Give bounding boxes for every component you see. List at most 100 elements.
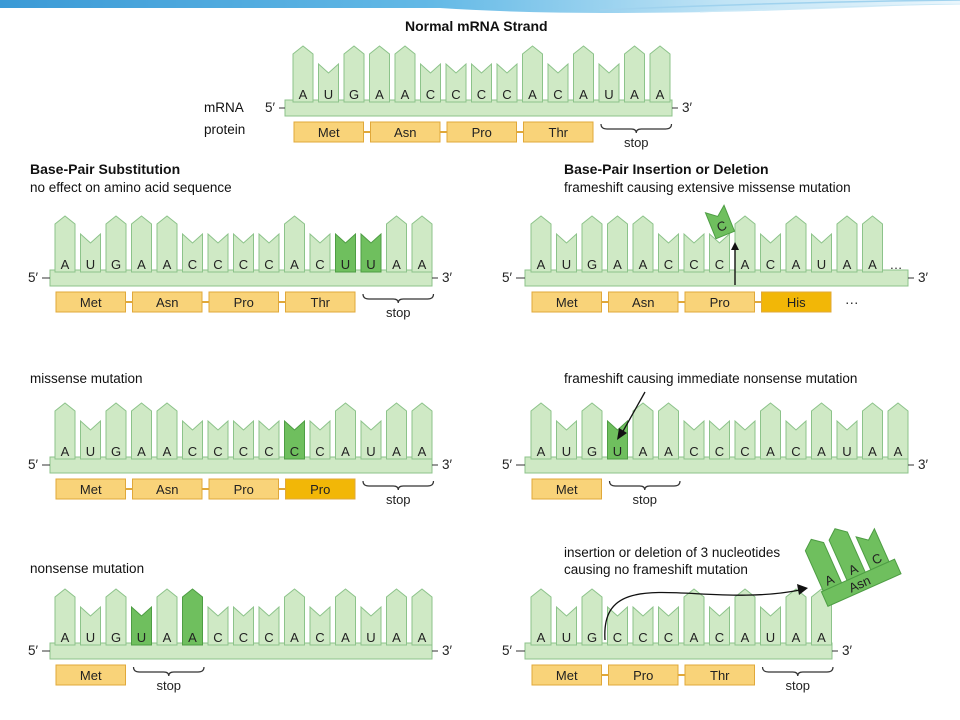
- missense-base-9: [284, 419, 305, 460]
- silent-base-2-letter: G: [111, 257, 121, 272]
- frameshift-missense-base-11: [811, 232, 832, 273]
- normal-base-11-letter: A: [579, 87, 588, 102]
- silent-five-prime: 5′: [28, 270, 39, 285]
- missense-base-13-letter: A: [392, 444, 401, 459]
- nonsense-base-11-letter: A: [341, 630, 350, 645]
- frameshift-missense-base-4: [632, 215, 654, 273]
- frameshift-missense-base-1: [556, 232, 577, 273]
- missense-codon-0-label: Met: [80, 482, 102, 497]
- frameshift-nonsense-base-11-letter: A: [817, 444, 826, 459]
- no-frameshift-base-7-letter: C: [715, 630, 724, 645]
- no-frameshift-caption-2: causing no frameshift mutation: [564, 562, 748, 577]
- no-frameshift-base-2-letter: G: [587, 630, 597, 645]
- silent-base-0: [54, 215, 76, 273]
- frameshift-missense-base-3: [607, 215, 628, 273]
- normal-base-14: [649, 45, 671, 103]
- nonsense-pointer-line: [621, 391, 646, 434]
- normal-base-7-letter: C: [477, 87, 486, 102]
- nonsense-base-4: [156, 588, 178, 646]
- nonsense-base-0: [54, 588, 76, 646]
- normal-base-12: [598, 62, 620, 103]
- frameshift-nonsense-base-4: [632, 402, 654, 460]
- frameshift-nonsense-base-12: [836, 419, 858, 460]
- nonsense-base-9-letter: A: [290, 630, 299, 645]
- no-frameshift-three-prime: 3′: [842, 643, 853, 658]
- normal-base-2-letter: G: [349, 87, 359, 102]
- frameshift-missense-base-8: [734, 215, 756, 273]
- frameshift-missense-three-prime: 3′: [918, 270, 929, 285]
- normal-base-13-letter: A: [630, 87, 639, 102]
- missense-caption: missense mutation: [30, 371, 143, 386]
- no-frameshift-base-4-letter: C: [638, 630, 647, 645]
- frameshift-missense-base-1-letter: U: [562, 257, 571, 272]
- normal-base-6: [445, 62, 467, 103]
- silent-base-11-letter: U: [341, 257, 350, 272]
- no-frameshift-base-4: [632, 605, 654, 646]
- missense-base-14: [411, 402, 433, 460]
- normal-base-9: [522, 45, 543, 103]
- frameshift-nonsense-base-2-letter: G: [587, 444, 597, 459]
- missense-base-2-letter: G: [111, 444, 121, 459]
- silent-codon-3: [285, 291, 356, 313]
- normal-codon-3-label: Thr: [549, 125, 569, 140]
- frameshift-nonsense-base-13-letter: A: [868, 444, 877, 459]
- silent-base-13: [386, 215, 407, 273]
- normal-base-8-letter: C: [502, 87, 511, 102]
- silent-base-9-letter: A: [290, 257, 299, 272]
- missense-base-0-letter: A: [61, 444, 70, 459]
- missense-codon-1-label: Asn: [156, 482, 178, 497]
- no-frameshift-caption-1: insertion or deletion of 3 nucleotides: [564, 545, 781, 560]
- normal-base-1: [318, 62, 339, 103]
- inserted-base: C: [704, 204, 736, 240]
- missense-base-12: [360, 419, 382, 460]
- missense-base-11: [335, 402, 356, 460]
- frameshift-missense-ellipsis: …: [890, 257, 903, 272]
- no-frameshift-codon-0-label: Met: [556, 668, 578, 683]
- silent-base-13-letter: A: [392, 257, 401, 272]
- frameshift-nonsense-base-1-letter: U: [562, 444, 571, 459]
- normal-base-5: [420, 62, 441, 103]
- missense-base-6: [207, 419, 229, 460]
- frameshift-nonsense-codon-0-label: Met: [556, 482, 578, 497]
- frameshift-missense-base-0: [530, 215, 552, 273]
- missense-base-11-letter: A: [341, 444, 350, 459]
- frameshift-missense-base-5: [658, 232, 679, 273]
- silent-base-14-letter: A: [418, 257, 427, 272]
- no-frameshift-stop-brace: [761, 666, 834, 677]
- no-frameshift-base-8: [734, 588, 756, 646]
- missense-base-7-letter: C: [239, 444, 248, 459]
- normal-five-prime: 5′: [265, 100, 276, 115]
- normal-base-11: [573, 45, 594, 103]
- no-frameshift-base-9: [760, 605, 781, 646]
- strand-silent: 5′ 3′ A U G A A C C C C A C U U A A Met Asn Pro Thr stop: [28, 215, 453, 320]
- nonsense-base-1: [80, 605, 101, 646]
- normal-stop-brace: [600, 123, 673, 134]
- no-frameshift-base-7: [709, 605, 730, 646]
- missense-codon-2-label: Pro: [234, 482, 254, 497]
- nonsense-base-13: [386, 588, 407, 646]
- normal-codon-2-label: Pro: [472, 125, 492, 140]
- strand-normal: 5′ 3′ A U G A A C C C C A C A U A A Met Asn Pro Thr stop: [265, 45, 693, 150]
- frameshift-nonsense-base-0: [530, 402, 552, 460]
- normal-title: Normal mRNA Strand: [405, 18, 548, 34]
- no-frameshift-base-11-letter: A: [817, 630, 826, 645]
- frameshift-nonsense-base-8-letter: C: [740, 444, 749, 459]
- normal-base-4: [394, 45, 416, 103]
- nonsense-base-14-letter: A: [418, 630, 427, 645]
- nonsense-base-6-letter: C: [213, 630, 222, 645]
- normal-base-3-letter: A: [375, 87, 384, 102]
- no-frameshift-codon-2-label: Thr: [710, 668, 730, 683]
- no-frameshift-base-8-letter: A: [741, 630, 750, 645]
- no-frameshift-base-5-letter: C: [664, 630, 673, 645]
- frameshift-missense-base-6-letter: C: [689, 257, 698, 272]
- missense-base-5-letter: C: [188, 444, 197, 459]
- missense-base-5: [182, 419, 203, 460]
- nonsense-base-5: [182, 588, 203, 646]
- frameshift-nonsense-base-3-letter: U: [613, 444, 622, 459]
- normal-base-12-letter: U: [604, 87, 613, 102]
- frameshift-nonsense-three-prime: 3′: [918, 457, 929, 472]
- frameshift-missense-base-6: [683, 232, 705, 273]
- missense-base-1: [80, 419, 101, 460]
- normal-base-8: [496, 62, 518, 103]
